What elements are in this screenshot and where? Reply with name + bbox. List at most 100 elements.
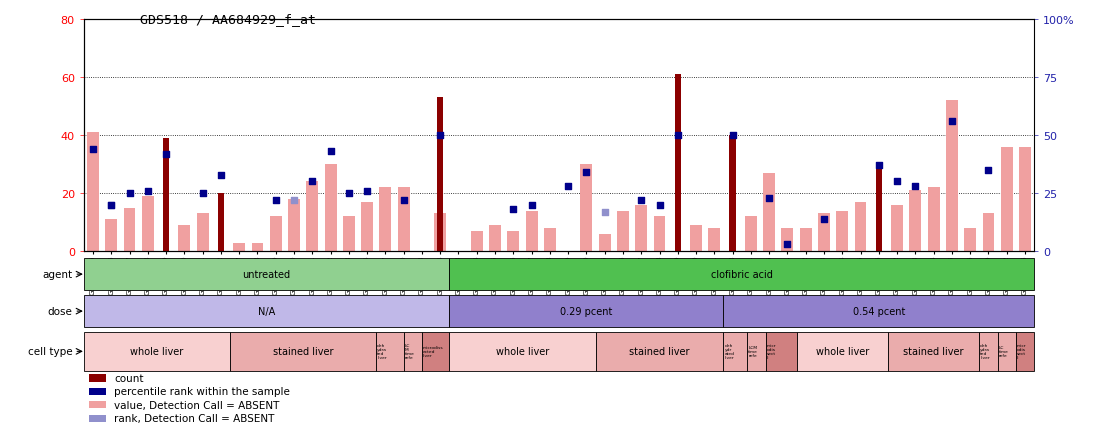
Bar	[674, 75, 681, 252]
Bar	[324, 164, 337, 252]
Text: LCM
time
refe: LCM time refe	[748, 345, 758, 358]
Bar	[269, 217, 282, 252]
Text: micr
odis
sect
li: micr odis sect li	[767, 344, 776, 359]
Bar	[580, 164, 593, 252]
Text: value, Detection Call = ABSENT: value, Detection Call = ABSENT	[114, 400, 280, 410]
Bar	[766, 332, 797, 371]
Bar	[449, 258, 1034, 291]
Bar	[179, 226, 190, 252]
Bar	[599, 234, 610, 252]
Point	[212, 171, 230, 178]
Text: cell type: cell type	[28, 347, 73, 356]
Text: percentile rank within the sample: percentile rank within the sample	[114, 387, 291, 396]
Bar	[230, 332, 377, 371]
Point	[504, 207, 522, 214]
Point	[723, 132, 741, 139]
Bar	[745, 217, 757, 252]
Bar	[525, 211, 538, 252]
Bar	[818, 214, 830, 252]
Text: whole liver: whole liver	[816, 347, 869, 356]
Bar	[124, 208, 135, 252]
Point	[522, 202, 540, 209]
Point	[942, 118, 960, 125]
Bar	[449, 332, 596, 371]
Bar	[747, 332, 766, 371]
Bar	[471, 231, 483, 252]
Text: micr
odis
sect
li: micr odis sect li	[1016, 344, 1026, 359]
Text: N/A: N/A	[258, 306, 275, 316]
Bar	[544, 228, 556, 252]
Text: deh
ydra
ted
liver: deh ydra ted liver	[980, 344, 991, 359]
Point	[340, 190, 358, 197]
Bar	[836, 211, 849, 252]
Point	[193, 190, 211, 197]
Bar	[979, 332, 997, 371]
Bar	[343, 217, 354, 252]
Text: stained liver: stained liver	[629, 347, 690, 356]
Bar	[617, 211, 629, 252]
Text: microdiss
ected
liver: microdiss ected liver	[423, 345, 444, 358]
Text: whole liver: whole liver	[495, 347, 549, 356]
Bar	[635, 205, 647, 252]
Point	[778, 241, 796, 248]
Bar	[234, 243, 245, 252]
Point	[559, 183, 577, 190]
Bar	[88, 401, 106, 408]
Point	[815, 216, 833, 223]
Bar	[764, 173, 775, 252]
Point	[432, 132, 449, 139]
Bar	[709, 228, 720, 252]
Bar	[252, 243, 264, 252]
Point	[907, 183, 925, 190]
Point	[121, 190, 139, 197]
Point	[322, 148, 340, 155]
Bar	[983, 214, 994, 252]
Bar	[891, 205, 903, 252]
Bar	[434, 214, 446, 252]
Bar	[723, 295, 1034, 328]
Bar	[723, 332, 747, 371]
Point	[285, 197, 303, 204]
Bar	[654, 217, 665, 252]
Point	[103, 202, 121, 209]
Bar	[508, 231, 519, 252]
Point	[103, 202, 121, 209]
Bar	[84, 295, 449, 328]
Bar	[489, 226, 501, 252]
Bar	[377, 332, 404, 371]
Bar	[218, 194, 224, 252]
Text: stained liver: stained liver	[273, 347, 333, 356]
Text: count: count	[114, 373, 144, 383]
Bar	[781, 228, 794, 252]
Bar	[729, 135, 736, 252]
Point	[888, 179, 906, 186]
Bar	[1001, 147, 1013, 252]
Text: rank, Detection Call = ABSENT: rank, Detection Call = ABSENT	[114, 413, 275, 423]
Bar	[888, 332, 979, 371]
Bar	[398, 188, 409, 252]
Point	[139, 188, 157, 195]
Point	[870, 162, 888, 169]
Text: LC
time
refe: LC time refe	[998, 345, 1008, 358]
Point	[84, 146, 102, 153]
Bar	[797, 332, 888, 371]
Text: agent: agent	[42, 270, 73, 279]
Text: untreated: untreated	[243, 270, 291, 279]
Bar	[197, 214, 209, 252]
Text: clofibric acid: clofibric acid	[711, 270, 773, 279]
Bar	[163, 138, 169, 252]
Bar	[361, 202, 373, 252]
Bar	[379, 188, 391, 252]
Point	[596, 209, 614, 216]
Bar	[928, 188, 939, 252]
Point	[633, 197, 651, 204]
Bar	[306, 182, 319, 252]
Point	[303, 179, 321, 186]
Text: whole liver: whole liver	[131, 347, 183, 356]
Bar	[421, 332, 449, 371]
Bar	[88, 375, 106, 382]
Bar	[875, 164, 882, 252]
Point	[669, 132, 686, 139]
Bar	[84, 332, 230, 371]
Bar	[88, 388, 106, 395]
